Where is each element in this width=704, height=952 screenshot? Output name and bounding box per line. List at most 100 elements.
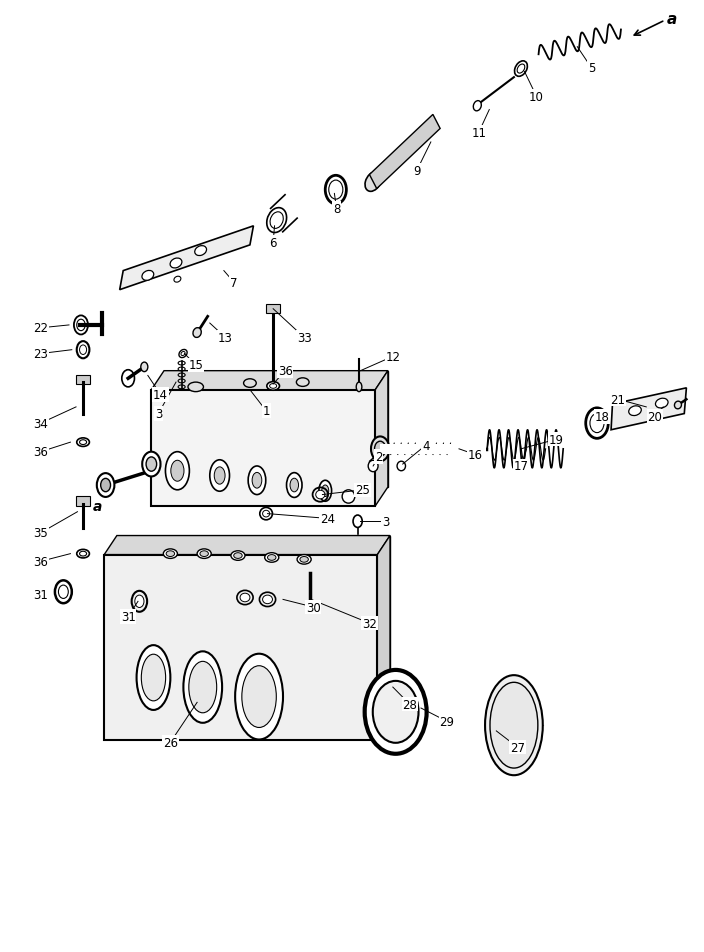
Ellipse shape: [97, 474, 114, 498]
Text: 15: 15: [188, 359, 203, 372]
Ellipse shape: [137, 645, 170, 710]
Ellipse shape: [515, 62, 527, 77]
Ellipse shape: [244, 380, 256, 388]
Text: 36: 36: [33, 555, 49, 568]
Ellipse shape: [74, 316, 88, 335]
Text: 22: 22: [33, 322, 49, 335]
Ellipse shape: [263, 510, 270, 518]
Text: 16: 16: [467, 448, 483, 462]
Ellipse shape: [77, 320, 85, 331]
Polygon shape: [120, 227, 253, 290]
Ellipse shape: [397, 462, 406, 471]
Polygon shape: [76, 497, 90, 506]
Ellipse shape: [315, 491, 325, 499]
Ellipse shape: [268, 555, 276, 561]
Ellipse shape: [146, 458, 156, 471]
Text: 31: 31: [33, 588, 49, 602]
Polygon shape: [76, 376, 90, 385]
Ellipse shape: [490, 683, 538, 768]
Ellipse shape: [141, 363, 148, 372]
Text: 5: 5: [588, 62, 595, 75]
Ellipse shape: [80, 552, 87, 556]
Ellipse shape: [181, 352, 185, 356]
Ellipse shape: [135, 596, 144, 608]
Polygon shape: [266, 305, 280, 314]
Ellipse shape: [371, 437, 389, 462]
Text: 33: 33: [297, 331, 311, 345]
Ellipse shape: [263, 596, 272, 605]
Text: 9: 9: [413, 165, 420, 178]
Ellipse shape: [306, 605, 313, 613]
Polygon shape: [104, 536, 390, 555]
Ellipse shape: [655, 399, 668, 408]
Bar: [104, 555, 377, 741]
Ellipse shape: [342, 490, 355, 504]
Ellipse shape: [80, 440, 87, 446]
Ellipse shape: [353, 516, 363, 527]
Ellipse shape: [365, 172, 381, 192]
Text: 11: 11: [471, 127, 486, 140]
Text: a: a: [667, 11, 677, 27]
Text: 1: 1: [263, 405, 270, 418]
Text: 32: 32: [362, 617, 377, 630]
Ellipse shape: [242, 666, 276, 727]
Ellipse shape: [163, 549, 177, 559]
Ellipse shape: [365, 670, 427, 754]
Text: 7: 7: [230, 276, 237, 289]
Text: a: a: [92, 500, 102, 513]
Text: 3: 3: [155, 407, 162, 421]
Ellipse shape: [375, 442, 386, 457]
Text: 23: 23: [33, 347, 49, 361]
Polygon shape: [375, 371, 388, 506]
Text: 6: 6: [270, 236, 277, 249]
Text: 20: 20: [647, 410, 662, 424]
Text: 3: 3: [382, 515, 389, 528]
Ellipse shape: [179, 350, 187, 358]
Ellipse shape: [183, 651, 222, 724]
Ellipse shape: [267, 208, 287, 233]
Ellipse shape: [674, 402, 681, 409]
Ellipse shape: [590, 414, 604, 433]
Text: 30: 30: [306, 601, 320, 614]
Ellipse shape: [58, 585, 68, 599]
Bar: [117, 536, 390, 722]
Text: 12: 12: [385, 350, 401, 364]
Ellipse shape: [170, 259, 182, 268]
Ellipse shape: [166, 551, 175, 557]
Ellipse shape: [300, 557, 308, 563]
Ellipse shape: [252, 473, 262, 488]
Text: 24: 24: [320, 512, 335, 526]
Ellipse shape: [240, 594, 250, 603]
Ellipse shape: [189, 662, 217, 713]
Ellipse shape: [235, 654, 283, 740]
Ellipse shape: [322, 486, 329, 497]
Text: 31: 31: [120, 610, 136, 624]
Text: 27: 27: [510, 741, 525, 754]
Text: 13: 13: [218, 331, 233, 345]
Ellipse shape: [373, 682, 418, 743]
Text: 36: 36: [277, 365, 293, 378]
Text: 14: 14: [153, 388, 168, 402]
Ellipse shape: [234, 553, 242, 559]
Ellipse shape: [210, 461, 230, 491]
Text: 25: 25: [355, 484, 370, 497]
Text: 18: 18: [594, 410, 610, 424]
Ellipse shape: [267, 383, 279, 391]
Ellipse shape: [248, 466, 266, 495]
Text: 29: 29: [439, 715, 455, 728]
Ellipse shape: [297, 555, 311, 565]
Ellipse shape: [77, 550, 89, 558]
Ellipse shape: [270, 385, 277, 389]
Text: 4: 4: [422, 439, 429, 452]
Ellipse shape: [485, 676, 543, 775]
Text: 26: 26: [163, 736, 178, 749]
Ellipse shape: [165, 452, 189, 490]
Text: 36: 36: [33, 446, 49, 459]
Ellipse shape: [329, 181, 343, 200]
Ellipse shape: [101, 479, 111, 492]
Ellipse shape: [195, 247, 206, 256]
Ellipse shape: [193, 328, 201, 338]
Ellipse shape: [319, 481, 332, 502]
Ellipse shape: [200, 551, 208, 557]
Ellipse shape: [265, 553, 279, 563]
